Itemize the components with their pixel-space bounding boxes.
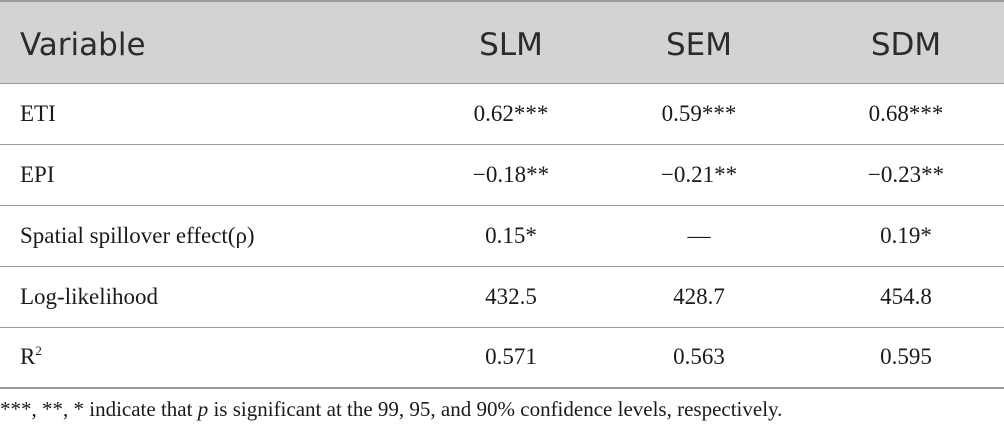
footnote-text-before: ***, **, * indicate that [0,397,198,421]
cell-sem: — [594,205,800,267]
cell-slm: 0.15* [388,205,594,267]
table-row-spatial-spillover: Spatial spillover effect(ρ) 0.15* — 0.19… [0,205,1004,267]
table-footnote: ***, **, * indicate that p is significan… [0,397,1004,422]
cell-sdm: 0.595 [800,327,1004,389]
header-sdm: SDM [800,0,1004,84]
table-header: Variable SLM SEM SDM [0,0,1004,84]
header-slm: SLM [388,0,594,84]
cell-sem: 0.563 [594,327,800,389]
table-row-epi: EPI −0.18** −0.21** −0.23** [0,144,1004,206]
results-table-container: Variable SLM SEM SDM ETI 0.62*** 0.59***… [0,0,1004,389]
row-label: ETI [0,83,388,145]
row-label: Spatial spillover effect(ρ) [0,205,388,267]
cell-sdm: 0.19* [800,205,1004,267]
table-row-eti: ETI 0.62*** 0.59*** 0.68*** [0,83,1004,145]
row-label: R2 [0,327,388,389]
row-label: Log-likelihood [0,266,388,328]
header-sem: SEM [594,0,800,84]
cell-sdm: 454.8 [800,266,1004,328]
cell-sdm: −0.23** [800,144,1004,206]
cell-sem: 0.59*** [594,83,800,145]
cell-slm: 0.62*** [388,83,594,145]
cell-sdm: 0.68*** [800,83,1004,145]
table-row-log-likelihood: Log-likelihood 432.5 428.7 454.8 [0,266,1004,328]
cell-slm: −0.18** [388,144,594,206]
cell-slm: 432.5 [388,266,594,328]
r-squared-base: R [20,344,36,370]
model-results-table: Variable SLM SEM SDM ETI 0.62*** 0.59***… [0,0,1004,389]
footnote-p-variable: p [197,397,209,421]
table-row-r-squared: R2 0.571 0.563 0.595 [0,327,1004,389]
cell-sem: 428.7 [594,266,800,328]
header-variable: Variable [0,0,388,84]
cell-slm: 0.571 [388,327,594,389]
row-label: EPI [0,144,388,206]
cell-sem: −0.21** [594,144,800,206]
table-body: ETI 0.62*** 0.59*** 0.68*** EPI −0.18** … [0,83,1004,389]
footnote-text-after: is significant at the 99, 95, and 90% co… [208,397,783,421]
header-row: Variable SLM SEM SDM [0,0,1004,84]
r-squared-superscript: 2 [35,343,42,359]
